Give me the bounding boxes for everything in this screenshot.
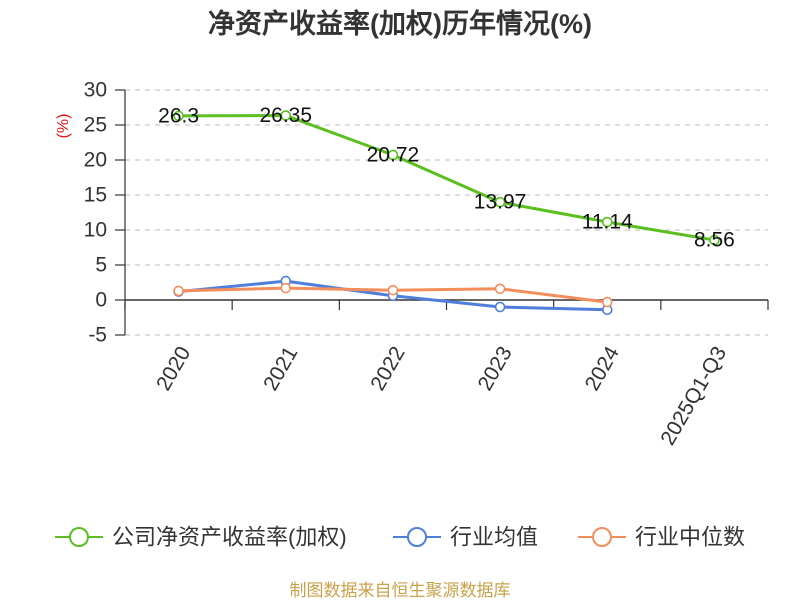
y-axis-label: (%) — [55, 114, 72, 139]
y-tick-label: 10 — [84, 219, 107, 242]
y-tick-labels: 30 25 20 15 10 5 0 -5 — [84, 79, 107, 347]
legend-label: 行业均值 — [450, 525, 538, 550]
data-label-company-roe: 20.72 — [367, 143, 420, 166]
data-point-industry-average — [494, 301, 506, 313]
data-point-industry-median — [280, 282, 292, 294]
gridlines — [125, 89, 768, 336]
legend-circle-icon — [69, 527, 89, 547]
source-footer: 制图数据来自恒生聚源数据库 — [290, 581, 511, 600]
y-tick-label: 15 — [84, 184, 107, 207]
legend: 公司净资产收益率(加权) 行业均值 行业中位数 — [55, 525, 745, 550]
data-point-company-roe — [280, 110, 292, 121]
series-layer — [173, 110, 720, 316]
legend-item-industry-average[interactable]: 行业均值 — [393, 525, 538, 550]
data-point-company-roe — [709, 234, 720, 246]
x-tick-label: 2023 — [474, 343, 517, 395]
data-point-industry-median — [494, 283, 506, 295]
y-tick-label: 5 — [95, 254, 107, 277]
x-tick-label: 2024 — [581, 342, 624, 394]
y-tick-label: 20 — [84, 149, 107, 172]
x-tick-label: 2021 — [259, 343, 302, 395]
y-tick-label: -5 — [88, 324, 107, 347]
data-labels: 26.3 26.35 20.72 13.97 11.14 8.56 — [158, 104, 735, 252]
x-tick-labels: 2020 2021 2022 2023 2024 2025Q1-Q3 — [152, 342, 731, 449]
data-point-company-roe — [494, 196, 506, 208]
data-label-company-roe: 11.14 — [582, 211, 633, 234]
data-label-company-roe: 26.35 — [259, 104, 312, 127]
x-tick-label: 2020 — [152, 343, 195, 395]
legend-circle-icon — [592, 527, 612, 547]
legend-item-industry-median[interactable]: 行业中位数 — [578, 525, 745, 550]
data-point-company-roe — [173, 110, 184, 122]
series-line-company-roe — [178, 114, 715, 242]
data-label-company-roe: 13.97 — [474, 191, 527, 214]
data-point-company-roe — [387, 149, 399, 161]
x-tick-label: 2022 — [366, 343, 409, 395]
chart-title: 净资产收益率(加权)历年情况(%) — [208, 8, 592, 39]
legend-item-company-roe[interactable]: 公司净资产收益率(加权) — [55, 525, 347, 550]
legend-label: 行业中位数 — [635, 525, 745, 550]
data-point-industry-median — [387, 284, 399, 296]
data-point-company-roe — [601, 216, 613, 228]
legend-circle-icon — [407, 527, 427, 547]
x-tick-label: 2025Q1-Q3 — [656, 343, 731, 450]
legend-label: 公司净资产收益率(加权) — [112, 525, 347, 550]
y-tick-label: 30 — [84, 79, 107, 102]
data-label-company-roe: 8.56 — [694, 229, 735, 252]
y-tick-label: 0 — [95, 289, 107, 312]
axes — [115, 89, 769, 336]
data-point-industry-median — [601, 296, 613, 308]
y-tick-label: 25 — [84, 114, 107, 137]
data-point-industry-median — [173, 285, 184, 297]
data-label-company-roe: 26.3 — [158, 104, 199, 127]
